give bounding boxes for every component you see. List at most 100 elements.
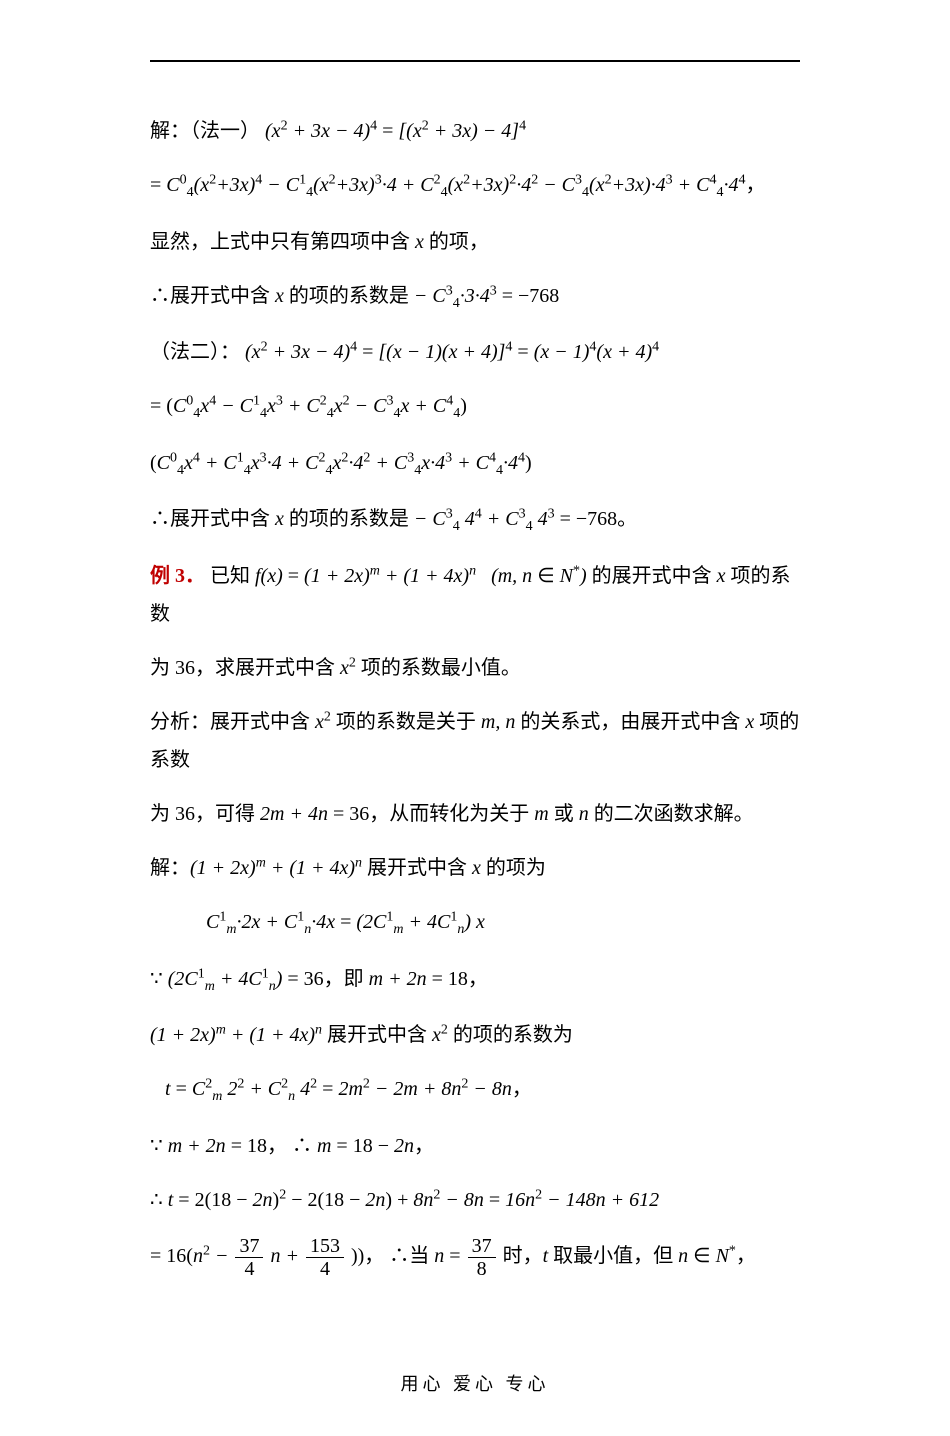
text: 展开式中含 — [362, 857, 472, 879]
line-expand1: = C04(x2+3x)4 − C14(x2+3x)3·4 + C24(x2+3… — [150, 166, 800, 207]
mid: 的项的系数是 — [284, 285, 414, 307]
var: x — [717, 565, 726, 587]
x2: x2 — [340, 657, 356, 679]
text: 已知 — [210, 565, 255, 587]
var: x — [415, 231, 424, 253]
tail: ， — [468, 968, 488, 990]
math: (2C1m + 4C1n) = 36 — [168, 968, 324, 990]
frac-153-4: 1534 — [306, 1235, 344, 1280]
footer: 用心 爱心 专心 — [150, 1370, 800, 1396]
text: 显然，上式中只有第四项中含 — [150, 231, 415, 253]
tail: 。 — [617, 508, 637, 530]
line-analysis2: 为 36，可得 2m + 4n = 36，从而转化为关于 m 或 n 的二次函数… — [150, 795, 800, 833]
text: ，求展开式中含 — [195, 657, 340, 679]
math: = C04(x2+3x)4 − C14(x2+3x)3·4 + C24(x2+3… — [150, 174, 746, 196]
tail: ， — [746, 174, 766, 196]
line-t-expand: ∴ t = 2(18 − 2n)2 − 2(18 − 2n) + 8n2 − 8… — [150, 1181, 800, 1219]
line-factor1: = (C04x4 − C14x3 + C24x2 − C34x + C44) — [150, 387, 800, 428]
text: 分析：展开式中含 — [150, 711, 315, 733]
math2: m + 2n = 18 — [369, 968, 468, 990]
line-sol2-start: （法二）： (x2 + 3x − 4)4 = [(x − 1)(x + 4)]4… — [150, 333, 800, 371]
mid1: n + — [270, 1245, 304, 1267]
math: (x2 + 3x − 4)4 = [(x − 1)(x + 4)]4 = (x … — [245, 341, 659, 363]
line-coeff-x2: (1 + 2x)m + (1 + 4x)n 展开式中含 x2 的项的系数为 — [150, 1016, 800, 1054]
m: m — [534, 803, 548, 825]
n: n — [579, 803, 589, 825]
math: − C34 44 + C34 43 = −768 — [414, 508, 617, 530]
frac-37-8: 378 — [468, 1235, 496, 1280]
mid: 的项的系数是 — [284, 508, 414, 530]
math2: m = 18 − 2n — [317, 1135, 414, 1157]
mid2: )， ∴当 — [358, 1245, 435, 1267]
math1: m + 2n = 18 — [168, 1135, 267, 1157]
line-because2: ∵ m + 2n = 18， ∴ m = 18 − 2n， — [150, 1127, 800, 1165]
pre: ∵ — [150, 1135, 168, 1157]
text: ∴展开式中含 — [150, 508, 275, 530]
math: (1 + 2x)m + (1 + 4x)n — [190, 857, 362, 879]
n: n — [434, 1245, 444, 1267]
line-cm-cn: C1m·2x + C1n·4x = (2C1m + 4C1n) x — [150, 903, 800, 944]
eq: = — [444, 1245, 465, 1267]
pre: ∵ — [150, 968, 168, 990]
line-solve-start: 解：(1 + 2x)m + (1 + 4x)n 展开式中含 x 的项为 — [150, 849, 800, 887]
text: 的展开式中含 — [592, 565, 717, 587]
math: − C34·3·43 = −768 — [414, 285, 559, 307]
text: 项的系数是关于 — [331, 711, 481, 733]
tail: 的项， — [424, 231, 489, 253]
var: x — [745, 711, 754, 733]
text: 展开式中含 — [322, 1024, 432, 1046]
x2: x2 — [432, 1024, 448, 1046]
text: 为 36，可得 — [150, 803, 260, 825]
text: 的二次函数求解。 — [589, 803, 754, 825]
line-therefore2: ∴展开式中含 x 的项的系数是 − C34 44 + C34 43 = −768… — [150, 500, 800, 541]
text: 的项为 — [481, 857, 546, 879]
text: ∴展开式中含 — [150, 285, 275, 307]
line-t: t = C2m 22 + C2n 42 = 2m2 − 2m + 8n2 − 8… — [150, 1070, 800, 1111]
math: = (C04x4 − C14x3 + C24x2 − C34x + C44) — [150, 395, 467, 417]
mid: ， ∴ — [267, 1135, 317, 1157]
when: 时， — [503, 1245, 543, 1267]
page: 解：（法一） (x2 + 3x − 4)4 = [(x2 + 3x) − 4]4… — [0, 0, 950, 1436]
text: 解：（法一） — [150, 120, 260, 142]
math: C1m·2x + C1n·4x = (2C1m + 4C1n) x — [206, 911, 485, 933]
line-factor2: (C04x4 + C14x3·4 + C24x2·42 + C34x·43 + … — [150, 444, 800, 485]
min: 取最小值，但 — [548, 1245, 678, 1267]
example-label: 例 3． — [150, 565, 205, 587]
math: (1 + 2x)m + (1 + 4x)n — [150, 1024, 322, 1046]
line-final: = 16(n2 − 374 n + 1534 ))， ∴当 n = 378 时，… — [150, 1235, 800, 1280]
tail: ， — [736, 1245, 756, 1267]
text: 的项的系数为 — [448, 1024, 573, 1046]
text: 为 — [150, 657, 175, 679]
line-sol1-start: 解：（法一） (x2 + 3x − 4)4 = [(x2 + 3x) − 4]4 — [150, 112, 800, 150]
var: x — [472, 857, 481, 879]
mid: ，即 — [324, 968, 369, 990]
x2: x2 — [315, 711, 331, 733]
var: x — [275, 285, 284, 307]
pre: = 16(n2 − — [150, 1245, 233, 1267]
text: 项的系数最小值。 — [356, 657, 521, 679]
text: 解： — [150, 857, 190, 879]
line-obvious: 显然，上式中只有第四项中含 x 的项， — [150, 223, 800, 261]
nn: n ∈ N* — [678, 1245, 736, 1267]
top-rule — [150, 60, 800, 62]
line-because1: ∵ (2C1m + 4C1n) = 36，即 m + 2n = 18， — [150, 960, 800, 1001]
line-analysis1: 分析：展开式中含 x2 项的系数是关于 m, n 的关系式，由展开式中含 x 项… — [150, 703, 800, 779]
var: x — [275, 508, 284, 530]
text: 或 — [549, 803, 579, 825]
line-ex3: 例 3． 已知 f(x) = (1 + 2x)m + (1 + 4x)n (m,… — [150, 557, 800, 633]
mn: m, n — [481, 711, 515, 733]
math: f(x) = (1 + 2x)m + (1 + 4x)n (m, n ∈ N*) — [255, 565, 587, 587]
text: （法二）： — [150, 341, 240, 363]
math: (x2 + 3x − 4)4 = [(x2 + 3x) − 4]4 — [265, 120, 526, 142]
text: 的关系式，由展开式中含 — [515, 711, 745, 733]
num: 36 — [175, 657, 195, 679]
math: 2m + 4n = 36 — [260, 803, 369, 825]
text: ，从而转化为关于 — [369, 803, 534, 825]
line-ex3b: 为 36，求展开式中含 x2 项的系数最小值。 — [150, 649, 800, 687]
frac-37-4: 374 — [235, 1235, 263, 1280]
math: (C04x4 + C14x3·4 + C24x2·42 + C34x·43 + … — [150, 452, 532, 474]
line-therefore1: ∴展开式中含 x 的项的系数是 − C34·3·43 = −768 — [150, 277, 800, 318]
math: t = 2(18 − 2n)2 − 2(18 − 2n) + 8n2 − 8n … — [168, 1189, 659, 1211]
pre: ∴ — [150, 1189, 168, 1211]
tail: ， — [512, 1078, 532, 1100]
